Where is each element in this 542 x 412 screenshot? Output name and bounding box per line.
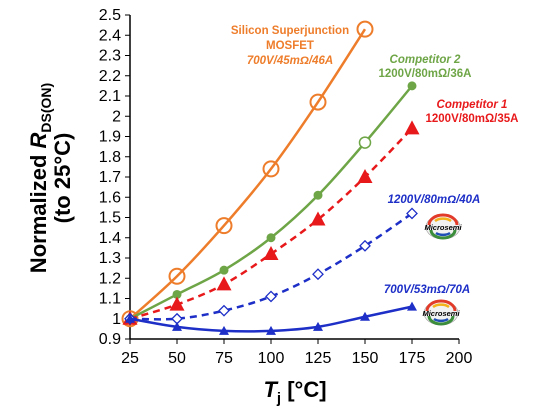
y-tick-label: 1.3	[99, 250, 121, 267]
data-point-ms40	[312, 268, 324, 281]
silicon-annotation-line2: MOSFET	[266, 40, 314, 52]
series-line-comp2	[129, 85, 413, 320]
data-point-comp2	[407, 81, 417, 91]
x-tick-label: 50	[168, 350, 186, 367]
data-point-comp2	[266, 233, 276, 243]
svg-text:Microsemi: Microsemi	[422, 309, 460, 318]
x-tick-label: 125	[305, 350, 332, 367]
data-point-comp2	[172, 289, 182, 299]
microsemi-logo-2: Microsemi	[422, 299, 460, 326]
series-silicon	[121, 20, 374, 328]
comp1-annotation-line2: 1200V/80mΩ/35A	[426, 113, 519, 125]
data-point-silicon	[215, 217, 233, 235]
series-comp2	[125, 81, 417, 324]
ms40-annotation: 1200V/80mΩ/40A	[388, 194, 481, 206]
comp1-annotation-line1: Competitor 1	[437, 99, 508, 111]
y-tick-label: 1.2	[99, 270, 121, 287]
y-tick-label: 1	[112, 311, 121, 328]
data-point-ms70	[125, 313, 135, 323]
x-tick-label: 200	[446, 350, 473, 367]
x-tick-label: 100	[258, 350, 285, 367]
data-point-ms70	[219, 325, 229, 335]
y-tick-label: 2.1	[99, 88, 121, 105]
data-point-ms40	[218, 304, 230, 317]
series-ms70	[125, 301, 417, 335]
data-point-silicon	[262, 160, 280, 178]
comp2-annotation-line1: Competitor 2	[390, 54, 462, 66]
y-tick-label: 1.5	[99, 210, 121, 227]
y-axis-title: Normalized RDS(ON) (to 25°C)	[26, 83, 75, 273]
series-ms40	[124, 207, 418, 325]
y-tick-label: 1.6	[99, 189, 121, 206]
ms70-annotation: 700V/53mΩ/70A	[384, 284, 470, 296]
silicon-annotation-line3: 700V/45mΩ/46A	[247, 55, 333, 67]
data-point-silicon	[309, 93, 327, 111]
data-point-comp2	[358, 136, 372, 149]
y-tick-label: 1.8	[99, 149, 121, 166]
series-line-comp1	[129, 127, 413, 320]
data-point-ms70	[360, 311, 370, 321]
y-tick-label: 2.4	[99, 27, 121, 44]
data-point-comp1	[169, 296, 185, 311]
y-tick-label: 2.2	[99, 68, 121, 85]
y-tick-label: 2	[112, 108, 121, 125]
data-point-ms70	[407, 301, 417, 311]
series-group	[121, 20, 420, 335]
y-tick-label: 1.7	[99, 169, 121, 186]
data-point-ms40	[265, 290, 277, 303]
series-line-ms40	[129, 212, 413, 321]
data-point-comp1	[216, 276, 232, 291]
y-tick-label: 1.9	[99, 129, 121, 146]
y-axis-title-line2: (to 25°C)	[50, 133, 75, 224]
data-point-silicon	[356, 20, 374, 38]
svg-text:Microsemi: Microsemi	[424, 223, 462, 232]
data-point-comp1	[357, 169, 373, 183]
data-point-ms40	[406, 207, 418, 220]
data-point-ms70	[266, 325, 276, 335]
silicon-annotation-line1: Silicon Superjunction	[231, 25, 349, 37]
y-tick-label: 2.5	[99, 7, 121, 24]
ticks: 0.9 1 1.1 1.2 1.3 1.4 1.5 1.6 1.7 1.8 1.9 2 2.1 2.2 2.…	[99, 7, 473, 367]
data-point-comp1	[263, 245, 279, 260]
data-point-silicon	[168, 267, 186, 285]
y-tick-label: 2.3	[99, 48, 121, 65]
data-point-comp2	[219, 265, 229, 275]
x-tick-label: 150	[352, 350, 379, 367]
data-point-comp1	[404, 120, 420, 135]
series-line-silicon	[129, 28, 367, 320]
y-axis-title-line1: Normalized RDS(ON)	[26, 83, 54, 273]
data-point-ms70	[313, 321, 323, 331]
data-point-comp1	[310, 211, 326, 226]
data-point-comp2	[313, 190, 323, 200]
microsemi-logo-1: Microsemi	[424, 213, 462, 240]
data-point-ms40	[359, 239, 371, 252]
y-tick-label: 1.4	[99, 230, 121, 247]
x-tick-label: 25	[121, 350, 139, 367]
x-tick-label: 175	[399, 350, 426, 367]
y-tick-label: 1.1	[99, 291, 121, 308]
comp2-annotation-line2: 1200V/80mΩ/36A	[379, 68, 472, 80]
data-point-ms70	[172, 321, 182, 331]
x-axis-title: Tj [°C]	[263, 377, 326, 407]
y-tick-label: 0.9	[99, 331, 121, 348]
x-tick-label: 75	[215, 350, 233, 367]
